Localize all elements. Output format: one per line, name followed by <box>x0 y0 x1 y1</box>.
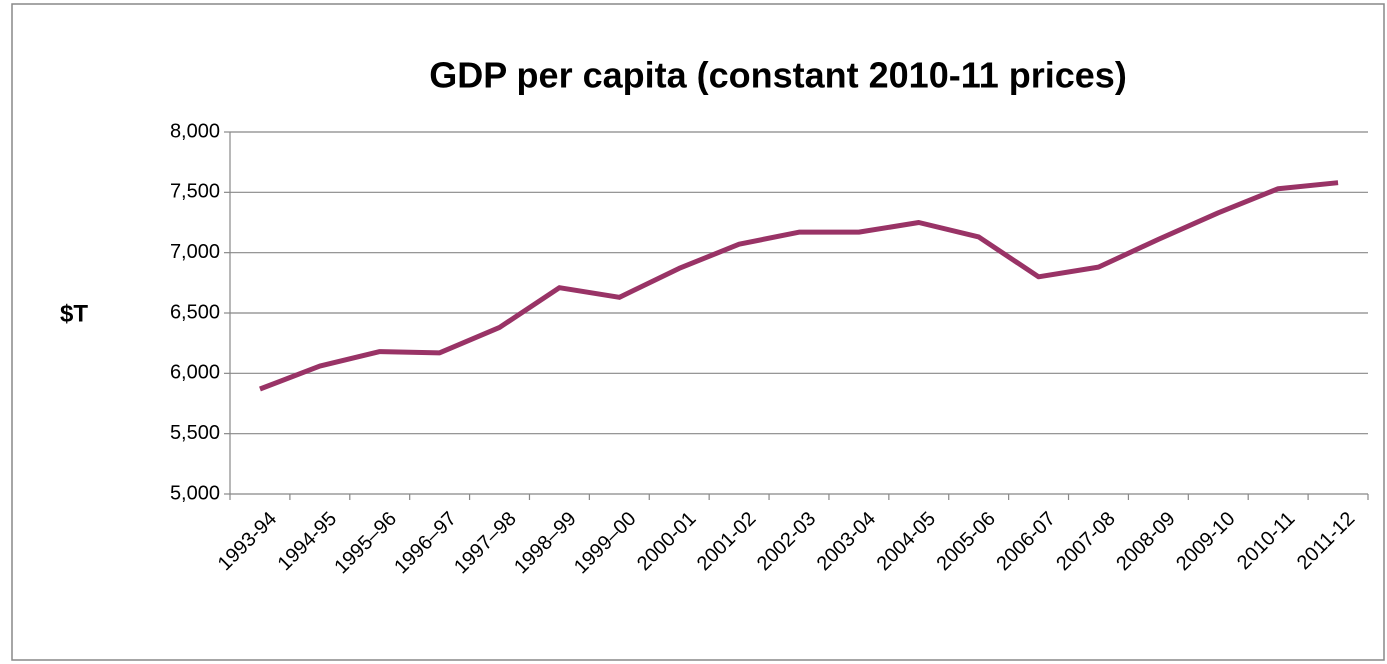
y-tick-label: 6,500 <box>170 301 220 323</box>
y-tick-label: 6,000 <box>170 362 220 384</box>
y-tick-label: 5,500 <box>170 422 220 444</box>
y-tick-label: 7,000 <box>170 241 220 263</box>
y-axis-label: $T <box>60 300 88 327</box>
y-tick-label: 7,500 <box>170 181 220 203</box>
chart-border <box>11 3 1385 661</box>
y-tick-label: 8,000 <box>170 120 220 142</box>
y-tick-label: 5,000 <box>170 482 220 504</box>
chart-title: GDP per capita (constant 2010-11 prices) <box>429 55 1127 96</box>
data-line <box>259 180 1339 392</box>
